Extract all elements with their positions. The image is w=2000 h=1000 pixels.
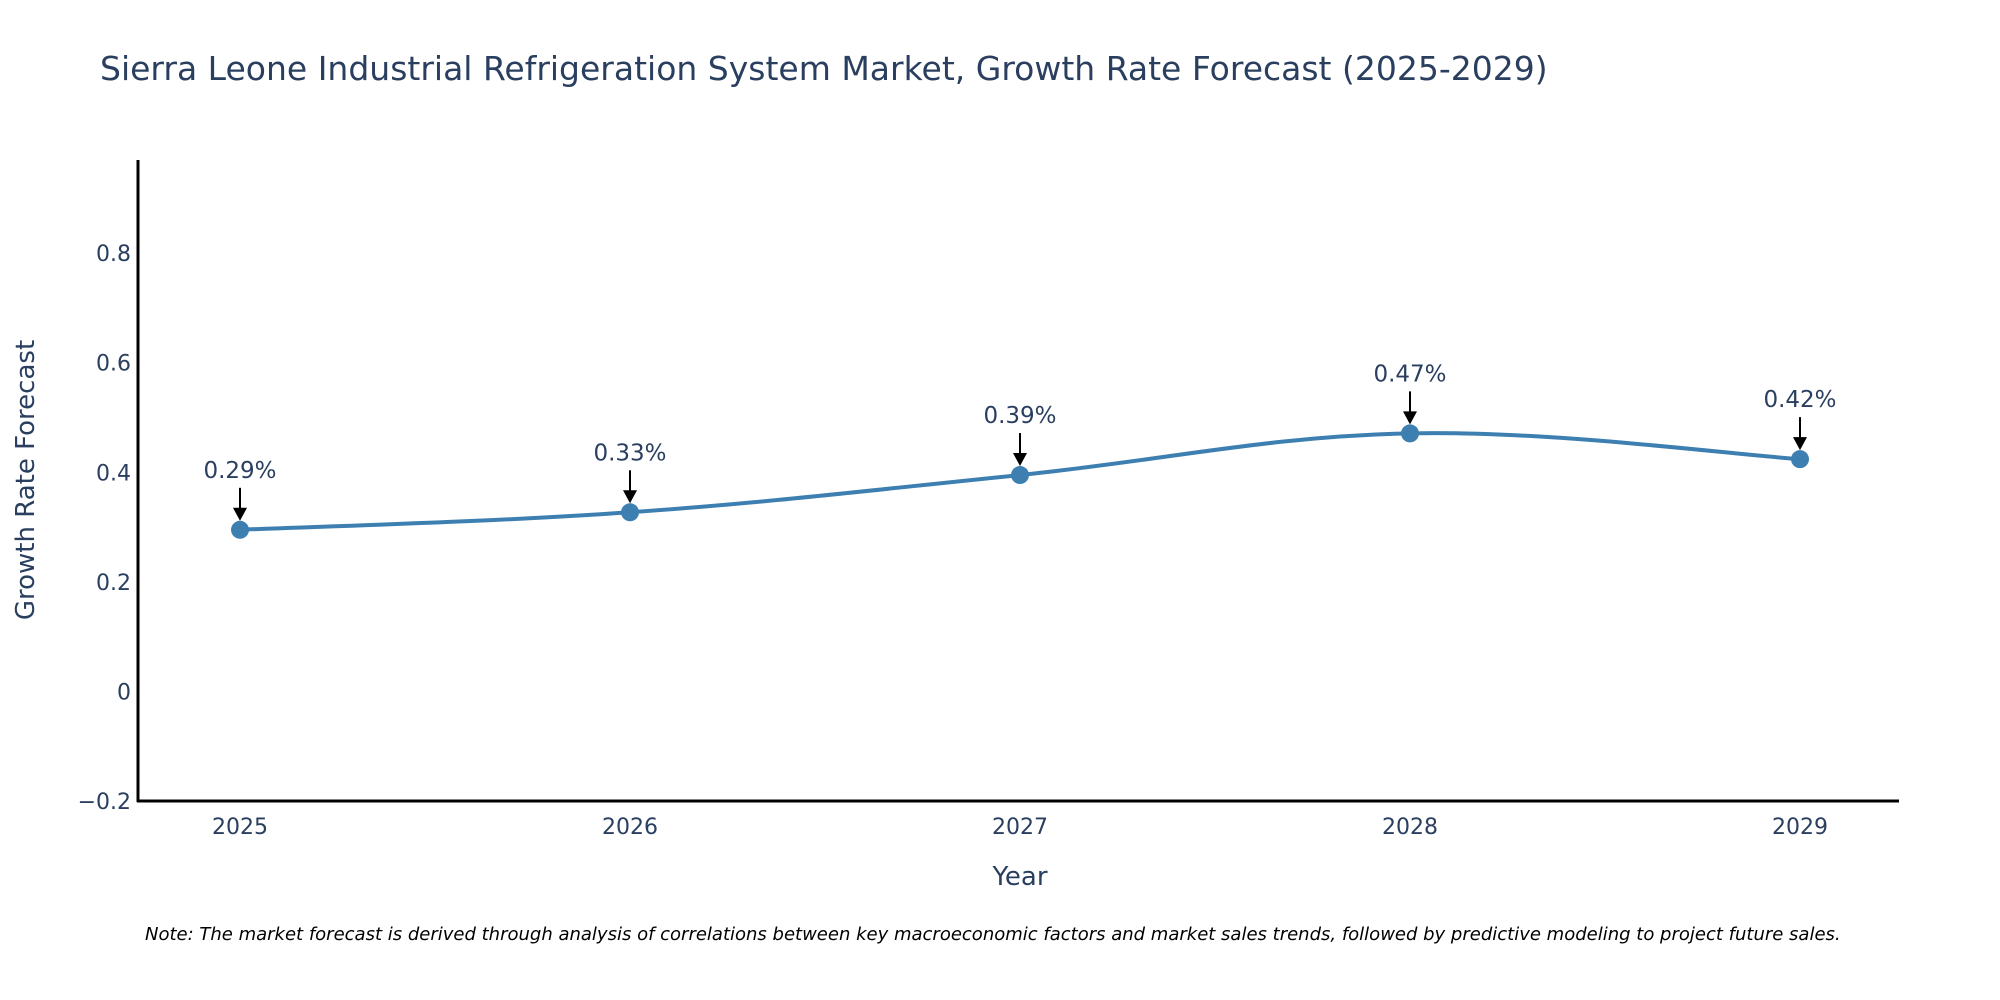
y-tick-label: 0 <box>117 680 131 705</box>
annotation-arrowhead <box>233 507 247 521</box>
annotation-arrowhead <box>1793 437 1807 451</box>
y-tick-label: 0.2 <box>96 571 131 596</box>
footnote: Note: The market forecast is derived thr… <box>145 924 1841 945</box>
x-axis-title: Year <box>991 862 1047 892</box>
data-label-2028: 0.47% <box>1373 361 1446 387</box>
x-tick-label: 2026 <box>602 815 658 840</box>
data-annotations: 0.29% 0.33% 0.39% 0.47% 0.42% <box>203 361 1837 521</box>
x-tick-label: 2028 <box>1382 815 1438 840</box>
data-point-2027 <box>1011 466 1029 485</box>
y-tick-label: 0.6 <box>96 352 131 377</box>
data-point-2025 <box>231 520 249 539</box>
x-tick-label: 2029 <box>1772 815 1828 840</box>
data-label-2025: 0.29% <box>203 458 276 484</box>
data-point-2029 <box>1791 450 1809 469</box>
y-axis-title: Growth Rate Forecast <box>11 340 41 620</box>
data-label-2029: 0.42% <box>1763 387 1836 413</box>
x-axis-ticks: 2025 2026 2027 2028 2029 <box>212 815 1828 840</box>
x-tick-label: 2025 <box>212 815 268 840</box>
data-points <box>231 424 1809 539</box>
annotation-arrowhead <box>623 490 637 504</box>
annotation-arrowhead <box>1403 411 1417 425</box>
data-label-2026: 0.33% <box>593 440 666 466</box>
plot-area <box>136 160 1899 803</box>
chart-title: Sierra Leone Industrial Refrigeration Sy… <box>100 49 1548 88</box>
data-point-2026 <box>621 503 639 522</box>
x-tick-label: 2027 <box>992 815 1048 840</box>
y-tick-label: −0.2 <box>78 790 131 815</box>
y-tick-label: 0.8 <box>96 242 131 267</box>
data-label-2027: 0.39% <box>983 403 1056 429</box>
data-point-2028 <box>1401 424 1419 443</box>
annotation-arrowhead <box>1013 453 1027 467</box>
y-tick-label: 0.4 <box>96 461 131 486</box>
y-axis-ticks: −0.2 0 0.2 0.4 0.6 0.8 <box>78 242 131 815</box>
